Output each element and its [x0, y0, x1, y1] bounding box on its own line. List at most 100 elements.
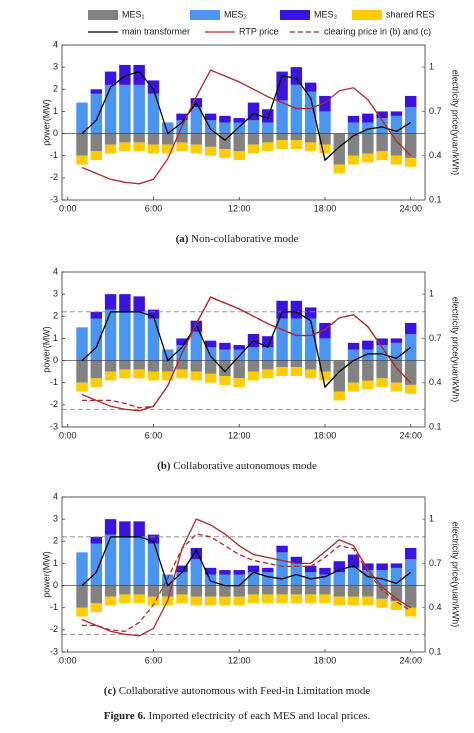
- bar: [233, 570, 245, 575]
- bar: [233, 349, 245, 361]
- bar: [119, 133, 131, 143]
- bar: [390, 115, 403, 134]
- caption: (c) Collaborative autonomous with Feed-i…: [104, 685, 371, 697]
- bar: [276, 367, 288, 377]
- bar: [162, 122, 174, 134]
- y-tick-label: 0: [53, 355, 58, 365]
- y-tick-label: 3: [53, 62, 58, 72]
- bar: [390, 382, 403, 392]
- bar: [176, 565, 188, 573]
- bar: [147, 360, 160, 372]
- bar: [276, 300, 288, 319]
- bar: [119, 142, 131, 152]
- bar: [147, 534, 160, 544]
- bar: [147, 80, 160, 94]
- x-tick-label: 24:00: [399, 430, 422, 440]
- bar: [290, 140, 303, 150]
- line: [81, 296, 412, 412]
- bar: [133, 585, 145, 595]
- bar: [376, 338, 388, 346]
- bar: [319, 322, 331, 339]
- bar: [304, 585, 317, 595]
- y-tick-label: 4: [53, 266, 58, 276]
- bar: [390, 338, 403, 343]
- bar: [362, 570, 374, 586]
- figure-caption: Figure 6. Imported electricity of each M…: [104, 710, 371, 722]
- bar: [390, 360, 403, 383]
- bar: [233, 345, 245, 350]
- bar: [190, 547, 203, 559]
- bar: [362, 596, 374, 606]
- bar: [162, 360, 174, 372]
- bar: [119, 521, 131, 537]
- bar: [162, 133, 174, 145]
- bar: [219, 574, 231, 586]
- bar: [290, 556, 303, 564]
- line: [81, 311, 412, 389]
- bar: [362, 133, 374, 154]
- bar: [90, 360, 103, 379]
- bar: [233, 360, 245, 379]
- y2-tick-label: 0.7: [429, 106, 442, 116]
- y-tick-label: 3: [53, 514, 58, 524]
- bar: [219, 149, 231, 158]
- legend-label: RTP price: [239, 26, 279, 36]
- y-tick-label: 2: [53, 536, 58, 546]
- bar: [362, 349, 374, 361]
- y2-tick-label: 0.1: [429, 421, 442, 431]
- bar: [404, 547, 417, 559]
- bar: [90, 536, 103, 544]
- bar: [190, 596, 203, 606]
- bar: [147, 596, 160, 606]
- bar: [319, 133, 331, 145]
- bar: [104, 133, 117, 145]
- bar: [190, 144, 203, 154]
- x-tick-label: 0:00: [59, 655, 77, 665]
- bar: [133, 311, 145, 361]
- bar: [90, 311, 103, 319]
- y-axis-label: power(MW): [41, 99, 51, 146]
- bar: [190, 585, 203, 597]
- legend-label: main transformer: [122, 26, 190, 36]
- bar: [290, 318, 303, 361]
- bar: [319, 371, 331, 381]
- bar: [304, 307, 317, 319]
- bar: [390, 563, 403, 568]
- bar: [347, 585, 360, 597]
- y-tick-label: -1: [50, 377, 58, 387]
- bar: [376, 151, 388, 161]
- bar: [276, 594, 288, 604]
- y2-tick-label: 0.4: [429, 150, 442, 160]
- bar: [90, 89, 103, 94]
- bar: [333, 164, 345, 174]
- caption-text: Collaborative autonomous with Feed-in Li…: [119, 685, 371, 697]
- caption-text: Collaborative autonomous mode: [173, 460, 317, 472]
- bar: [262, 572, 274, 586]
- bar: [290, 360, 303, 368]
- y2-tick-label: 0.1: [429, 646, 442, 656]
- bar: [90, 318, 103, 361]
- bar: [262, 585, 274, 595]
- y-axis-label: power(MW): [41, 326, 51, 373]
- bar: [219, 360, 231, 377]
- y-tick-label: -2: [50, 624, 58, 634]
- bar: [362, 153, 374, 163]
- bar: [90, 93, 103, 134]
- bar: [276, 360, 288, 368]
- y2-tick-label: 1: [429, 289, 434, 299]
- bar: [233, 151, 245, 161]
- bar: [319, 574, 331, 586]
- bar: [219, 570, 231, 575]
- bar: [219, 342, 231, 350]
- y-tick-label: 0: [53, 128, 58, 138]
- bar: [133, 296, 145, 312]
- bar: [104, 371, 117, 381]
- bar: [319, 567, 331, 575]
- bar: [333, 596, 345, 606]
- bar: [247, 565, 260, 573]
- caption: (b) Collaborative autonomous mode: [157, 460, 317, 472]
- bar: [247, 572, 260, 586]
- bar: [390, 342, 403, 361]
- bar: [347, 342, 360, 350]
- bar: [90, 151, 103, 161]
